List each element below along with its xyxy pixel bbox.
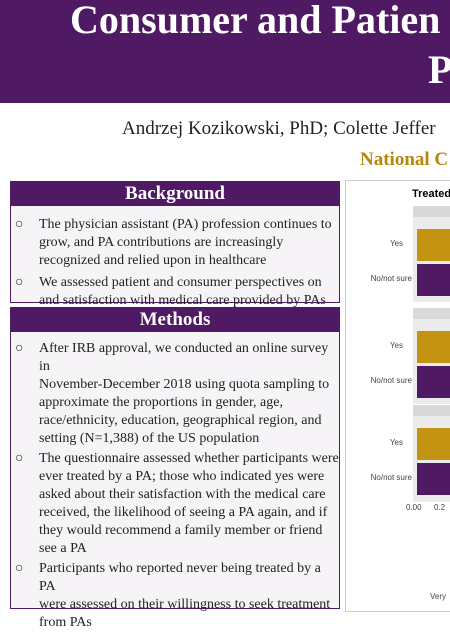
facet-strip (413, 405, 450, 416)
bullet-item: We assessed patient and consumer perspec… (11, 274, 339, 310)
axis-label: Very (430, 592, 447, 601)
text-line: After IRB approval, we conducted an onli… (39, 341, 329, 374)
bar (417, 264, 450, 296)
page: Consumer and Patien P Andrzej Kozikowski… (0, 0, 450, 600)
bar-label: Yes (389, 438, 403, 447)
bullet-item: After IRB approval, we conducted an onli… (11, 340, 339, 448)
text-line: The physician assistant (PA) profession … (39, 217, 332, 232)
text-line: and satisfaction with medical care provi… (39, 293, 326, 308)
section-title: Methods (11, 308, 339, 332)
bar-label: No/not sure (370, 274, 412, 283)
bar (417, 331, 450, 363)
text-line: approximate the proportions in gender, a… (39, 395, 283, 410)
text-line: race/ethnicity, education, geographical … (39, 413, 322, 428)
section-body: After IRB approval, we conducted an onli… (11, 332, 339, 632)
x-tick-label: 0.00 (406, 503, 422, 512)
bar (417, 463, 450, 495)
text-line: received, the likelihood of seeing a PA … (39, 505, 328, 520)
facet-strip (413, 308, 450, 319)
x-tick-label: 0.2 (434, 503, 446, 512)
bar (417, 229, 450, 261)
bar-label: No/not sure (370, 473, 412, 482)
text-line: they would recommend a family member or … (39, 523, 323, 538)
figure-title: Treated (412, 188, 450, 200)
affiliation: National C (360, 149, 449, 170)
text-line: setting (N=1,388) of the US population (39, 431, 260, 446)
title: Consumer and Patien (70, 0, 441, 42)
text-line: from PAs (39, 615, 92, 630)
text-line: asked about their satisfaction with the … (39, 487, 326, 502)
text-line: We assessed patient and consumer perspec… (39, 275, 322, 290)
section-title: Background (11, 182, 339, 206)
title: P (428, 47, 450, 92)
methods-section: Methods After IRB approval, we conducted … (10, 307, 340, 630)
background-section: Background The physician assistant (PA) p… (10, 181, 340, 308)
bar-label: No/not sure (370, 376, 412, 385)
bar (417, 366, 450, 398)
text-line: were assessed on their willingness to se… (39, 597, 331, 612)
bar-label: Yes (389, 341, 403, 350)
bullet-item: The physician assistant (PA) profession … (11, 216, 339, 270)
section-body: The physician assistant (PA) profession … (11, 206, 339, 310)
authors: Andrzej Kozikowski, PhD; Colette Jeffer (122, 118, 436, 139)
text-line: ever treated by a PA; those who indicate… (39, 469, 325, 484)
text-line: Participants who reported never being tr… (39, 561, 321, 594)
bullet-item: Participants who reported never being tr… (11, 560, 339, 632)
bar-label: Yes (389, 239, 403, 248)
text-line: The questionnaire assessed whether parti… (39, 451, 339, 466)
bar (417, 428, 450, 460)
figure: Treated Yes No/not sure Yes No/not sure Yes No… (345, 180, 450, 612)
facet-strip (413, 206, 450, 217)
text-line: recognized and relied upon in healthcare (39, 253, 267, 268)
text-line: November-December 2018 using quota sampl… (39, 377, 330, 392)
text-line: grow, and PA contributions are increasin… (39, 235, 284, 250)
header (0, 0, 450, 103)
bullet-item: The questionnaire assessed whether parti… (11, 450, 339, 558)
text-line: see a PA (39, 541, 87, 556)
